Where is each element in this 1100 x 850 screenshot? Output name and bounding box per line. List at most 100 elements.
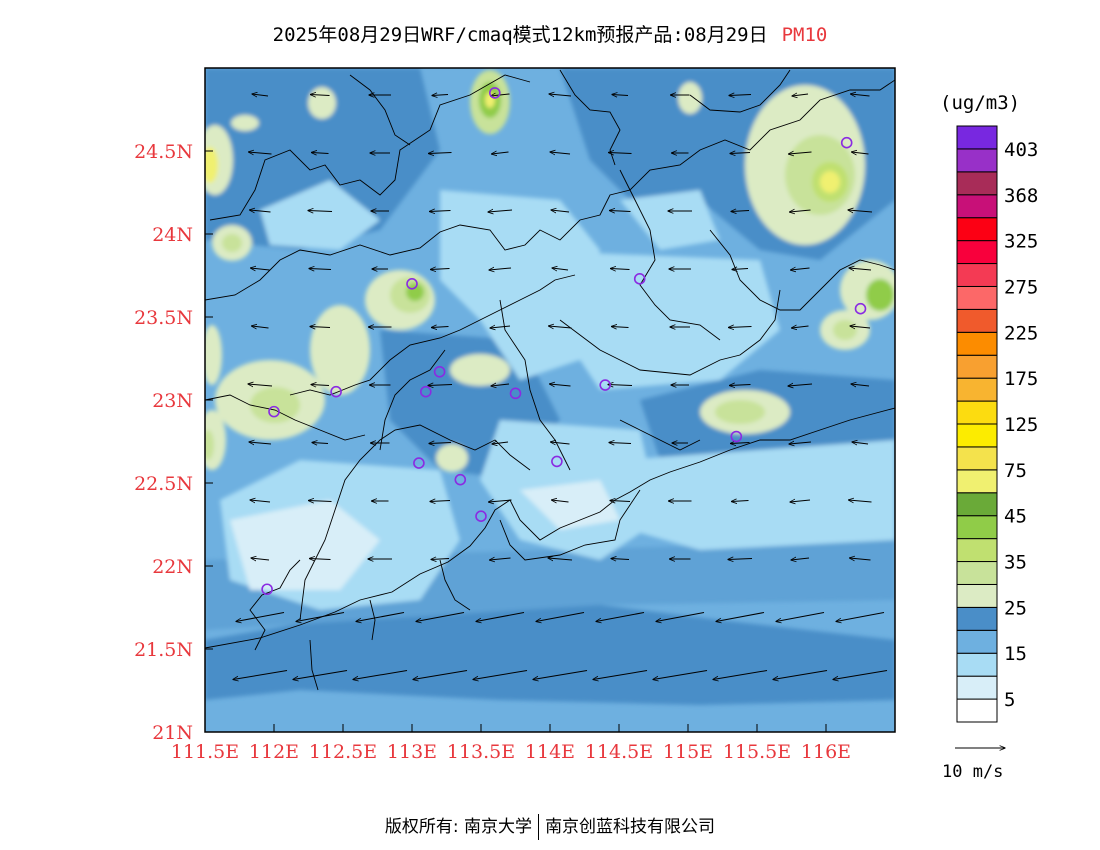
wind-arrow bbox=[489, 500, 512, 502]
wind-arrow bbox=[790, 500, 811, 502]
y-tick-label: 23N bbox=[152, 390, 193, 412]
colorbar-label: 45 bbox=[1004, 506, 1027, 528]
wind-arrow bbox=[492, 152, 509, 154]
wind-arrow bbox=[251, 558, 270, 560]
colorbar-label: 225 bbox=[1004, 322, 1038, 344]
station-marker bbox=[419, 385, 432, 398]
wind-arrow bbox=[791, 558, 810, 560]
station-marker bbox=[433, 365, 446, 378]
station-marker bbox=[488, 87, 501, 99]
wind-arrow bbox=[428, 385, 453, 386]
wind-arrow bbox=[611, 559, 630, 560]
wind-reference-label: 10 m/s bbox=[942, 762, 1004, 782]
wind-arrow bbox=[430, 501, 451, 502]
wind-arrow bbox=[311, 385, 330, 386]
y-tick-label: 21N bbox=[152, 722, 193, 744]
colorbar-swatch bbox=[956, 652, 998, 677]
x-axis: 111.5E 112E 112.5E 113E 113.5E 114E 114.5E 115E… bbox=[171, 724, 851, 763]
wind-arrow bbox=[233, 670, 288, 680]
x-tick-label: 114.5E bbox=[585, 741, 653, 763]
wind-arrow bbox=[608, 385, 633, 386]
x-tick-label: 112.5E bbox=[309, 741, 377, 763]
wind-arrow bbox=[432, 95, 449, 96]
pm10-concentration-field bbox=[205, 68, 895, 732]
wind-arrow bbox=[309, 269, 332, 270]
wind-arrow bbox=[792, 326, 809, 328]
colorbar-swatch bbox=[956, 606, 998, 631]
wind-arrow bbox=[549, 94, 572, 96]
wind-arrow bbox=[610, 501, 631, 502]
station-marker bbox=[330, 385, 342, 398]
wind-arrow bbox=[250, 500, 271, 502]
wind-arrow bbox=[848, 210, 873, 212]
wind-arrow bbox=[473, 670, 528, 680]
colorbar-swatch bbox=[956, 446, 998, 471]
wind-arrow bbox=[490, 558, 511, 560]
wind-arrow bbox=[716, 612, 765, 622]
x-tick-label: 114E bbox=[525, 741, 575, 763]
wind-arrow bbox=[312, 443, 329, 444]
copyright-separator bbox=[538, 814, 540, 840]
wind-arrow bbox=[789, 442, 812, 444]
wind-arrow bbox=[593, 670, 648, 680]
colorbar-swatch bbox=[956, 125, 998, 150]
wind-arrow bbox=[236, 612, 285, 622]
wind-arrow bbox=[491, 384, 510, 386]
wind-arrow bbox=[430, 211, 451, 212]
colorbar-swatch bbox=[956, 423, 998, 448]
wind-arrow bbox=[596, 612, 645, 622]
colorbar-label: 325 bbox=[1004, 231, 1038, 253]
y-axis: 21N 21.5N 22N 22.5N 23N 23.5N 24N 24.5N bbox=[134, 141, 213, 744]
wind-arrow bbox=[432, 327, 449, 328]
wind-arrow bbox=[416, 612, 465, 622]
station-marker bbox=[730, 430, 743, 443]
station-marker bbox=[454, 473, 467, 486]
wind-arrow bbox=[429, 443, 452, 444]
y-tick-label: 22N bbox=[152, 556, 193, 578]
colorbar-swatch bbox=[956, 194, 998, 219]
wind-arrow bbox=[549, 326, 572, 328]
wind-arrow bbox=[489, 268, 512, 270]
wind-arrow bbox=[249, 442, 272, 444]
wind-arrow bbox=[310, 327, 331, 328]
wind-arrow bbox=[413, 670, 468, 680]
wind-arrow bbox=[536, 612, 585, 622]
wind-arrow bbox=[852, 152, 869, 154]
colorbar-swatch bbox=[956, 308, 998, 333]
wind-arrow bbox=[356, 612, 405, 622]
wind-arrow bbox=[713, 670, 768, 680]
wind-arrow bbox=[728, 559, 753, 560]
copyright-left: 版权所有: 南京大学 bbox=[384, 817, 533, 837]
wind-arrow bbox=[252, 94, 269, 96]
wind-arrow bbox=[533, 670, 588, 680]
colorbar-swatch bbox=[956, 331, 998, 356]
wind-arrow bbox=[551, 210, 570, 212]
species-label: PM10 bbox=[781, 24, 828, 46]
colorbar-label: 15 bbox=[1004, 643, 1027, 665]
colorbar-swatch bbox=[956, 354, 998, 379]
wind-arrow bbox=[431, 559, 450, 560]
colorbar-swatch bbox=[956, 171, 998, 196]
wind-arrow bbox=[730, 153, 751, 154]
x-tick-label: 111.5E bbox=[171, 741, 239, 763]
colorbar-swatch bbox=[956, 629, 998, 654]
wind-arrow bbox=[773, 670, 828, 680]
colorbar-label: 75 bbox=[1004, 460, 1027, 482]
wind-arrow bbox=[296, 612, 345, 622]
wind-arrow bbox=[308, 211, 333, 212]
wind-arrow bbox=[353, 670, 408, 680]
wind-arrow bbox=[429, 153, 452, 154]
wind-arrow bbox=[551, 442, 570, 444]
wind-arrow bbox=[609, 443, 632, 444]
wind-arrow bbox=[776, 612, 825, 622]
wind-arrow bbox=[488, 210, 513, 212]
station-marker bbox=[633, 273, 646, 285]
wind-arrow bbox=[849, 268, 872, 270]
wind-arrow bbox=[610, 211, 631, 212]
wind-arrow bbox=[293, 670, 348, 680]
page-title: 2025年08月29日WRF/cmaq模式12km预报产品:08月29日 PM10 bbox=[0, 20, 1100, 47]
colorbar-unit: (ug/m3) bbox=[940, 92, 1021, 114]
title-text: 2025年08月29日WRF/cmaq模式12km预报产品:08月29日 bbox=[272, 24, 768, 46]
wind-arrow bbox=[731, 211, 750, 212]
wind-arrow bbox=[732, 269, 749, 270]
